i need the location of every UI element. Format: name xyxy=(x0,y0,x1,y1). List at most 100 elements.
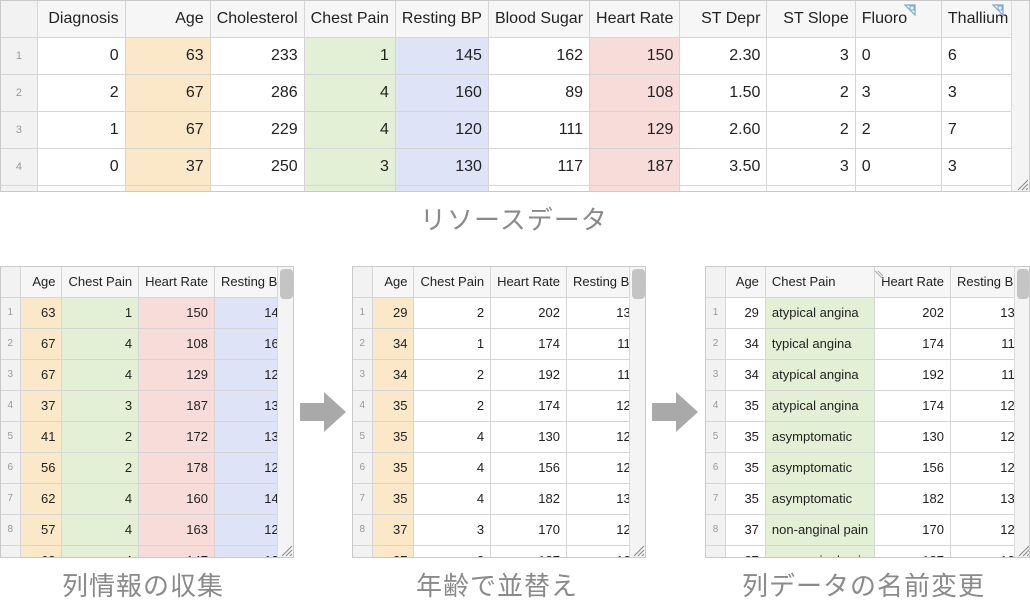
table-row[interactable]: 4 0 37 250 3 130 117 187 3.50 3 0 3 xyxy=(1,148,1029,186)
vertical-scrollbar[interactable] xyxy=(629,267,645,557)
table-cell[interactable]: 89 xyxy=(488,74,591,112)
row-index[interactable]: 1 xyxy=(353,297,373,329)
table-row[interactable]: 8 37 3 170 120 xyxy=(353,514,645,546)
table-cell[interactable] xyxy=(304,185,396,191)
table-cell[interactable]: 0 xyxy=(37,37,126,75)
table-cell[interactable]: 63 xyxy=(125,37,211,75)
table-cell[interactable]: 67 xyxy=(125,74,211,112)
table-cell[interactable]: 156 xyxy=(490,452,567,484)
table-cell[interactable]: 202 xyxy=(874,297,951,329)
row-index[interactable]: 4 xyxy=(353,390,373,422)
row-index[interactable]: 5 xyxy=(353,421,373,453)
table-cell[interactable]: 174 xyxy=(490,328,567,360)
table-cell[interactable]: 56 xyxy=(20,452,63,484)
table-cell[interactable]: 170 xyxy=(874,514,951,546)
column-header-resting-bp[interactable]: Resting BP xyxy=(566,267,645,298)
table-cell[interactable]: 29 xyxy=(372,297,415,329)
table-cell[interactable]: 130 xyxy=(874,421,951,453)
table-cell[interactable]: 150 xyxy=(589,37,681,75)
table-cell[interactable]: 34 xyxy=(725,359,766,391)
table-row[interactable]: 5 35 4 130 120 xyxy=(353,421,645,453)
table-cell[interactable]: asymptomatic xyxy=(765,483,876,515)
table-row[interactable]: 1 29 atypical angina 202 130 xyxy=(706,297,1029,329)
column-header-age[interactable]: Age xyxy=(20,267,63,298)
table-cell[interactable] xyxy=(37,185,126,191)
table-row[interactable]: 1 63 1 150 145 xyxy=(1,297,293,329)
row-index[interactable]: 7 xyxy=(706,483,727,515)
table-cell[interactable] xyxy=(679,185,768,191)
row-index[interactable]: 5 xyxy=(1,421,21,453)
table-cell[interactable]: 147 xyxy=(138,545,215,557)
column-header-heart-rate[interactable]: Heart Rate xyxy=(874,267,951,298)
table-row[interactable]: 7 62 4 160 140 xyxy=(1,483,293,515)
table-cell[interactable]: 2 xyxy=(413,297,492,329)
column-header-age[interactable]: Age xyxy=(725,267,766,298)
table-cell[interactable]: 4 xyxy=(61,545,140,557)
vertical-scrollbar[interactable] xyxy=(1011,1,1029,191)
table-cell[interactable]: 3 xyxy=(766,37,856,75)
table-cell[interactable]: 63 xyxy=(20,545,63,557)
table-row[interactable]: 4 35 2 174 122 xyxy=(353,390,645,422)
row-index[interactable]: 3 xyxy=(1,359,21,391)
table-row[interactable]: 1 29 2 202 130 xyxy=(353,297,645,329)
table-row[interactable]: 3 34 atypical angina 192 118 xyxy=(706,359,1029,391)
table-cell[interactable]: 108 xyxy=(589,74,681,112)
row-index[interactable]: 4 xyxy=(1,148,38,186)
row-index[interactable]: 8 xyxy=(353,514,373,546)
table-row[interactable]: 634147130 xyxy=(1,545,293,557)
row-index[interactable]: 7 xyxy=(1,483,21,515)
table-cell[interactable]: 4 xyxy=(61,328,140,360)
table-row[interactable]: 5 41 2 172 130 xyxy=(1,421,293,453)
table-cell[interactable]: 37 xyxy=(20,390,63,422)
column-header-st-slope[interactable]: ST Slope xyxy=(766,1,856,38)
table-cell[interactable]: 2 xyxy=(766,111,856,149)
row-index[interactable]: 2 xyxy=(1,74,38,112)
table-row[interactable]: 6 35 asymptomatic 156 126 xyxy=(706,452,1029,484)
row-index[interactable]: 8 xyxy=(706,514,727,546)
table-row[interactable]: 6 35 4 156 126 xyxy=(353,452,645,484)
table-cell[interactable]: 286 xyxy=(210,74,305,112)
table-cell[interactable]: 62 xyxy=(20,483,63,515)
table-cell[interactable]: non-anginal pain xyxy=(765,514,876,546)
table-cell[interactable]: 182 xyxy=(874,483,951,515)
table-cell[interactable]: 178 xyxy=(138,452,215,484)
table-cell[interactable]: 2 xyxy=(766,74,856,112)
table-cell[interactable]: 172 xyxy=(138,421,215,453)
renamed-values-table[interactable]: Age Chest Pain Heart Rate Resting BP 1 29… xyxy=(705,266,1030,558)
row-index[interactable] xyxy=(706,545,727,557)
table-cell[interactable]: 3 xyxy=(766,148,856,186)
column-header-blood-sugar[interactable]: Blood Sugar xyxy=(488,1,591,38)
table-cell[interactable]: 63 xyxy=(20,297,63,329)
table-cell[interactable] xyxy=(125,185,211,191)
table-cell[interactable]: 1.50 xyxy=(679,74,768,112)
table-cell[interactable]: 117 xyxy=(488,148,591,186)
table-row[interactable]: 4 35 atypical angina 174 122 xyxy=(706,390,1029,422)
table-cell[interactable] xyxy=(210,185,305,191)
table-cell[interactable]: 130 xyxy=(214,545,293,557)
table-cell[interactable]: 174 xyxy=(874,390,951,422)
table-cell[interactable] xyxy=(488,185,591,191)
table-cell[interactable]: 2 xyxy=(413,390,492,422)
table-cell[interactable]: 67 xyxy=(20,328,63,360)
table-cell[interactable]: 3 xyxy=(413,514,492,546)
table-cell[interactable]: 2 xyxy=(61,421,140,453)
table-cell[interactable]: 2 xyxy=(37,74,126,112)
table-cell[interactable]: 174 xyxy=(874,328,951,360)
vertical-scrollbar[interactable] xyxy=(277,267,293,557)
column-header-heart-rate[interactable]: Heart Rate xyxy=(589,1,681,38)
table-row[interactable]: 3 34 2 192 118 xyxy=(353,359,645,391)
table-cell[interactable]: asymptomatic xyxy=(765,421,876,453)
table-cell[interactable]: 37 xyxy=(725,514,766,546)
resize-grip-icon[interactable] xyxy=(1015,177,1029,191)
sorted-by-age-table[interactable]: Age Chest Pain Heart Rate Resting BP 1 29… xyxy=(352,266,646,558)
row-index[interactable]: 6 xyxy=(353,452,373,484)
row-index[interactable] xyxy=(353,545,373,557)
table-cell[interactable]: asymptomatic xyxy=(765,452,876,484)
table-cell[interactable]: 37 xyxy=(725,545,766,557)
row-index[interactable] xyxy=(1,185,38,191)
table-row[interactable]: 2 2 67 286 4 160 89 108 1.50 2 3 3 xyxy=(1,74,1029,112)
table-cell[interactable]: 4 xyxy=(413,483,492,515)
table-cell[interactable]: 35 xyxy=(372,452,415,484)
column-header-chest-pain[interactable]: Chest Pain xyxy=(304,1,396,38)
